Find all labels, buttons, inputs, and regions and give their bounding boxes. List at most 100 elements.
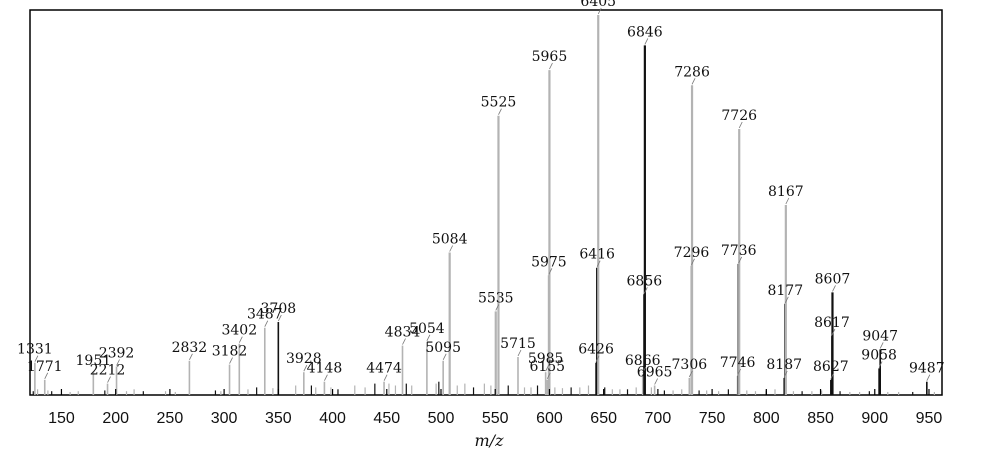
peak-leader-4148 [324,374,328,381]
peak-leader-5054 [426,334,431,341]
peak-leader-8607 [832,285,836,292]
peak-label-6155: 6155 [529,359,565,375]
peak-leader-3708 [277,314,282,322]
peak-leader-2392 [116,359,120,366]
peak-leader-7746 [737,368,741,376]
x-tick-label-850: 850 [807,410,834,427]
peak-label-6416: 6416 [579,247,615,263]
peak-leader-7286 [691,78,696,85]
x-ticks-layer: 150 200 250 300 350 400 450 500 550 600 650 700 750 8… [48,389,942,427]
peak-leader-8617 [831,328,836,336]
peak-label-5965: 5965 [532,49,568,65]
peak-leader-1951 [92,366,97,374]
peak-leader-3487 [264,320,269,327]
peak-leader-1331 [34,355,39,362]
peak-label-6965: 6965 [637,365,673,381]
peak-leader-6416 [596,260,601,267]
peak-leader-5525 [498,108,502,115]
x-tick-label-900: 900 [861,410,888,427]
peak-label-5715: 5715 [500,336,536,352]
x-tick-label-250: 250 [157,410,184,427]
peak-label-4148: 4148 [307,361,343,377]
x-tick-label-150: 150 [48,410,75,427]
peak-label-2832: 2832 [172,340,208,356]
peak-label-5535: 5535 [478,290,514,306]
x-tick-label-550: 550 [482,410,509,427]
peaks-layer [34,15,928,395]
peak-label-8167: 8167 [768,184,804,200]
peak-label-3928: 3928 [286,351,322,367]
x-tick-label-350: 350 [265,410,292,427]
x-tick-label-500: 500 [428,410,455,427]
peak-leader-8627 [830,372,835,379]
plot-frame [29,9,943,396]
peak-leader-6866 [642,366,647,374]
peak-label-1771: 1771 [27,359,63,375]
x-tick-label-450: 450 [373,410,400,427]
peak-leader-8167 [785,197,790,205]
x-tick-label-700: 700 [645,410,672,427]
x-tick-label-750: 750 [699,410,726,427]
x-tick-label-800: 800 [753,410,780,427]
x-tick-label-200: 200 [102,410,129,427]
peak-label-7306: 7306 [672,357,708,373]
peak-label-7726: 7726 [721,108,757,124]
peak-label-1331: 1331 [17,342,53,358]
peak-leader-6846 [644,38,649,45]
peak-label-5985: 5985 [528,351,564,367]
peak-label-4474: 4474 [366,361,402,377]
peak-leader-9487 [926,374,931,381]
peak-label-5095: 5095 [425,340,461,356]
peak-leader-3402 [238,336,243,343]
peak-leader-1771 [44,372,49,379]
peak-leader-2212 [107,376,111,383]
peak-label-5525: 5525 [481,95,517,111]
peak-leader-5975 [548,268,553,275]
peak-leader-7296 [691,258,695,265]
x-tick-label-300: 300 [211,410,238,427]
peak-leader-5985 [545,365,550,372]
peak-label-3708: 3708 [261,301,297,317]
x-axis-label: m/z [475,431,505,450]
peak-leader-5965 [549,62,553,70]
peak-leader-6426 [595,355,600,362]
peak-leader-4474 [383,374,388,381]
peak-label-6866: 6866 [625,353,661,369]
peak-leader-6155 [546,372,551,379]
peak-label-9058: 9058 [861,347,897,363]
x-tick-label-600: 600 [536,410,563,427]
peak-label-2212: 2212 [90,363,126,379]
peak-label-8607: 8607 [815,271,851,287]
peak-leader-4834 [402,338,406,345]
peak-label-8617: 8617 [814,315,850,331]
peak-label-7286: 7286 [674,64,710,80]
peak-label-2392: 2392 [99,346,135,362]
peak-leader-5715 [517,349,522,357]
peak-leader-7726 [738,121,743,129]
peak-label-5084: 5084 [432,232,468,248]
peak-label-3487: 3487 [247,307,283,323]
peak-leader-9047 [879,342,884,349]
peak-leader-7736 [738,256,743,264]
peak-label-7296: 7296 [674,245,710,261]
peak-leader-5084 [449,245,454,252]
minor-peaks-layer [32,381,936,395]
peak-leader-6856 [643,287,648,294]
peak-leader-3928 [303,365,308,372]
peak-label-8187: 8187 [766,357,802,373]
peak-leader-3182 [229,357,233,364]
peak-label-3182: 3182 [212,344,248,360]
peak-leader-9058 [878,361,883,368]
peak-label-9487: 9487 [909,361,945,377]
peak-label-6856: 6856 [627,273,663,289]
peak-label-6405: 6405 [580,0,616,10]
peak-label-5054: 5054 [409,321,445,337]
peak-leader-6405 [597,7,602,15]
x-tick-label-400: 400 [319,410,346,427]
peak-leader-8187 [783,370,788,378]
peak-label-6846: 6846 [627,24,663,40]
peak-label-9047: 9047 [862,328,898,344]
